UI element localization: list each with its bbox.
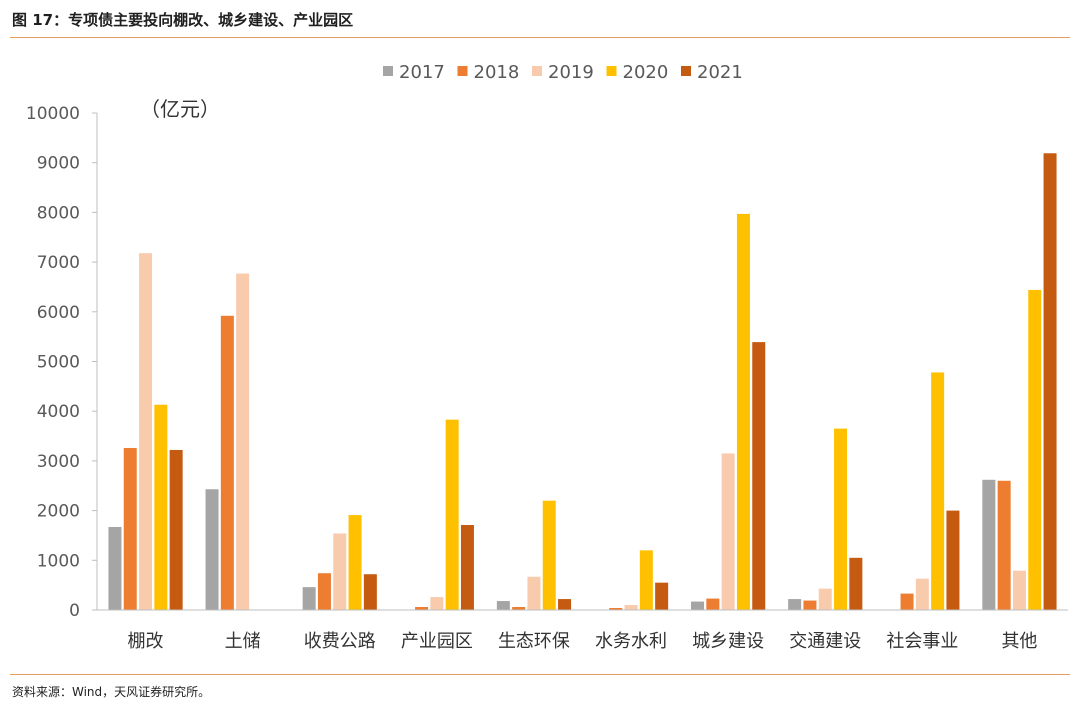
bar — [639, 550, 653, 610]
y-tick-label: 2000 — [37, 502, 80, 522]
legend-swatch — [681, 66, 691, 76]
bar — [1012, 570, 1026, 610]
bar — [818, 588, 832, 610]
bar — [445, 419, 459, 610]
y-tick-label: 8000 — [37, 203, 80, 223]
legend-label: 2018 — [474, 62, 520, 83]
bar — [317, 573, 331, 610]
bar — [139, 253, 153, 611]
bar — [1028, 289, 1042, 610]
bar — [721, 453, 735, 610]
x-tick-label: 产业园区 — [401, 631, 473, 652]
series-2018 — [123, 315, 1011, 610]
legend-label: 2019 — [548, 62, 594, 83]
bar — [931, 372, 945, 610]
bar — [108, 527, 122, 610]
x-tick-label: 土储 — [225, 631, 261, 652]
bar — [655, 582, 669, 610]
legend-label: 2020 — [623, 62, 669, 83]
bar — [205, 489, 219, 610]
bar — [220, 315, 234, 610]
bar — [691, 601, 705, 610]
bar — [915, 578, 929, 610]
x-tick-label: 其他 — [1001, 631, 1037, 652]
bar — [803, 600, 817, 610]
bar — [348, 515, 362, 610]
legend-label: 2021 — [697, 62, 743, 83]
bar — [997, 480, 1011, 610]
bar — [333, 533, 347, 610]
bar — [788, 599, 802, 610]
x-tick-label: 棚改 — [128, 631, 164, 652]
legend-swatch — [532, 66, 542, 76]
y-tick-label: 1000 — [37, 551, 80, 571]
bar — [169, 449, 183, 610]
x-tick-label: 社会事业 — [886, 631, 958, 652]
title-divider — [10, 37, 1070, 38]
y-tick-label: 5000 — [37, 353, 80, 373]
legend-swatch — [606, 66, 617, 76]
bar — [460, 525, 474, 610]
bar — [430, 597, 444, 610]
bar — [736, 213, 750, 611]
series-2020 — [154, 213, 1042, 611]
source-divider — [10, 674, 1070, 675]
x-tick-label: 收费公路 — [304, 631, 376, 652]
bar — [834, 428, 848, 610]
legend-swatch — [383, 66, 393, 76]
y-tick-label: 6000 — [37, 303, 80, 323]
bar — [946, 510, 960, 610]
bar — [542, 500, 556, 610]
y-tick-label: 7000 — [37, 253, 80, 273]
y-tick-label: 10000 — [26, 104, 80, 124]
bar — [900, 593, 914, 610]
x-tick-label: 生态环保 — [498, 631, 570, 652]
bar — [415, 607, 429, 610]
bar — [302, 587, 316, 610]
unit-label: （亿元） — [140, 97, 220, 121]
bar — [154, 404, 168, 610]
figure-title: 图 17：专项债主要投向棚改、城乡建设、产业园区 — [12, 11, 354, 29]
bar — [363, 574, 377, 610]
series-2017 — [108, 479, 996, 610]
legend-label: 2017 — [399, 62, 445, 83]
bar — [752, 342, 766, 610]
series-2021 — [169, 153, 1057, 610]
bar — [496, 601, 510, 610]
legend: 2017 2018 2019 2020 2021 — [383, 62, 743, 83]
bar — [609, 608, 623, 610]
x-tick-label: 城乡建设 — [692, 631, 764, 652]
legend-swatch — [457, 66, 468, 76]
y-tick-label: 3000 — [37, 452, 80, 472]
source-note: 资料来源：Wind，天风证券研究所。 — [12, 685, 211, 699]
bar — [706, 598, 720, 610]
y-axis: 0 1000 2000 3000 4000 5000 6000 7000 8000 9000 100… — [26, 104, 98, 621]
x-tick-label: 水务水利 — [595, 631, 667, 652]
bar — [236, 273, 250, 610]
bar — [558, 599, 572, 610]
bars — [108, 153, 1057, 611]
bar — [982, 479, 996, 610]
y-tick-label: 4000 — [37, 402, 80, 422]
y-tick-label: 9000 — [37, 154, 80, 174]
x-axis: 棚改 土储 收费公路 产业园区 生态环保 水务水利 城乡建设 交通建设 社会事业 其他 — [97, 609, 1068, 652]
bar — [1043, 153, 1057, 610]
x-tick-label: 交通建设 — [789, 631, 861, 652]
series-2019 — [139, 253, 1026, 611]
bar — [849, 557, 863, 610]
bar — [123, 447, 137, 610]
bar — [527, 576, 541, 610]
bar — [624, 605, 638, 610]
bar — [512, 607, 526, 610]
y-tick-label: 0 — [69, 601, 80, 621]
